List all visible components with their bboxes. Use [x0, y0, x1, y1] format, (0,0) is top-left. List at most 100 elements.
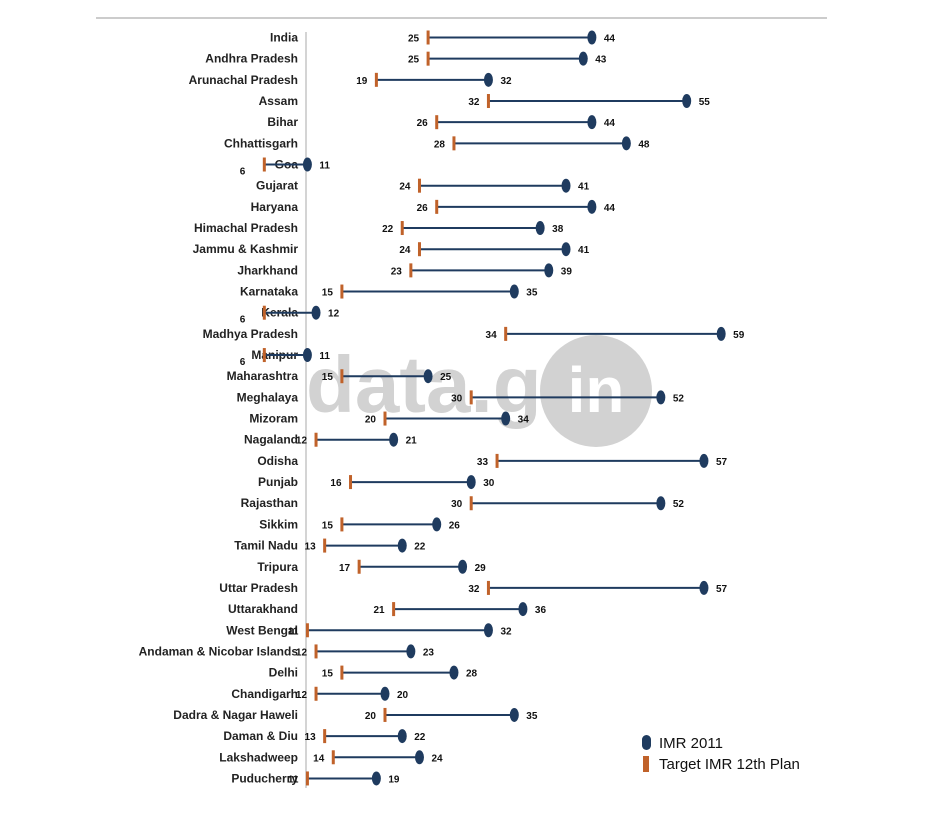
watermark-circle: [540, 335, 652, 447]
imr-2011-value-label: 44: [604, 118, 616, 129]
row-27: Uttarakhand 21 36: [228, 602, 546, 617]
state-label: Arunachal Pradesh: [189, 73, 298, 87]
target-value-label: 32: [468, 97, 480, 108]
imr-2011-marker: [397, 729, 407, 744]
target-marker: [262, 305, 266, 320]
state-label: Andhra Pradesh: [205, 52, 298, 66]
watermark-text-right: in: [568, 354, 625, 426]
imr-2011-marker: [414, 750, 424, 765]
imr-2011-marker: [699, 580, 709, 595]
target-marker: [435, 115, 439, 130]
imr-2011-value-label: 32: [500, 626, 512, 637]
target-marker: [323, 729, 327, 744]
state-label: Jammu & Kashmir: [193, 242, 299, 256]
row-26: Uttar Pradesh 32 57: [219, 580, 728, 595]
target-value-label: 11: [288, 774, 299, 785]
imr-2011-marker: [578, 51, 588, 66]
imr-2011-marker: [587, 30, 597, 45]
imr-2011-value-label: 35: [526, 711, 538, 722]
imr-2011-marker: [483, 623, 493, 638]
row-2: Arunachal Pradesh 19 32: [189, 72, 512, 87]
target-marker: [417, 242, 421, 257]
row-30: Delhi 15 28: [269, 665, 478, 680]
row-9: Himachal Pradesh 22 38: [194, 221, 564, 236]
imr-2011-marker: [587, 199, 597, 214]
target-value-label: 21: [373, 605, 385, 616]
target-value-label: 13: [305, 732, 317, 743]
imr-2011-marker: [311, 305, 321, 320]
imr-2011-marker: [561, 242, 571, 257]
imr-2011-marker: [656, 390, 666, 405]
imr-2011-value-label: 32: [500, 76, 512, 87]
row-11: Jharkhand 23 39: [237, 263, 572, 278]
watermark: data.gov. in: [306, 335, 652, 447]
row-22: Rajasthan 30 52: [241, 496, 684, 511]
state-label: Mizoram: [249, 412, 298, 426]
row-5: Chhattisgarh 28 48: [224, 136, 650, 151]
imr-2011-value-label: 44: [604, 34, 616, 45]
state-label: Andaman & Nicobar Islands: [139, 644, 299, 658]
state-label: Puducherry: [231, 771, 298, 785]
imr-2011-marker: [432, 517, 442, 532]
state-label: Punjab: [258, 475, 298, 489]
imr-2011-value-label: 11: [319, 161, 330, 172]
state-label: India: [270, 31, 298, 45]
state-label: Himachal Pradesh: [194, 221, 298, 235]
imr-2011-value-label: 57: [716, 457, 728, 468]
target-marker: [392, 602, 396, 617]
target-marker: [340, 517, 344, 532]
imr-2011-marker: [458, 559, 468, 574]
target-marker: [435, 199, 439, 214]
imr-2011-marker: [397, 538, 407, 553]
imr-2011-marker: [621, 136, 631, 151]
imr-2011-value-label: 41: [578, 182, 590, 193]
imr-2011-value-label: 34: [518, 415, 530, 426]
imr-2011-value-label: 44: [604, 203, 616, 214]
state-label: Bihar: [267, 115, 298, 129]
state-label: West Bengal: [226, 623, 298, 637]
state-label: Sikkim: [259, 517, 298, 531]
state-label: Gujarat: [256, 179, 298, 193]
row-32: Dadra & Nagar Haweli 20 35: [173, 707, 538, 722]
imr-2011-value-label: 22: [414, 542, 426, 553]
row-33: Daman & Diu 13 22: [223, 729, 426, 744]
imr-2011-marker: [380, 686, 390, 701]
target-marker: [486, 580, 490, 595]
target-marker: [426, 51, 430, 66]
imr-2011-value-label: 23: [423, 647, 435, 658]
row-3: Assam 32 55: [259, 94, 711, 109]
target-value-label: 12: [296, 436, 308, 447]
target-value-label: 6: [240, 167, 246, 178]
target-marker: [314, 644, 318, 659]
target-value-label: 13: [305, 542, 317, 553]
imr-2011-marker: [423, 369, 433, 384]
imr-2011-marker: [302, 348, 312, 363]
target-value-label: 24: [399, 245, 411, 256]
target-marker: [305, 771, 309, 786]
target-marker: [331, 750, 335, 765]
imr-2011-marker: [371, 771, 381, 786]
state-label: Uttar Pradesh: [219, 581, 298, 595]
imr-2011-value-label: 22: [414, 732, 426, 743]
state-label: Meghalaya: [237, 390, 299, 404]
imr-2011-marker: [561, 178, 571, 193]
rows-layer: India 25 44 Andhra Pradesh 25 43 Arunachal Pra…: [139, 30, 745, 786]
legend: IMR 2011 Target IMR 12th Plan: [642, 735, 800, 773]
target-marker: [340, 369, 344, 384]
row-24: Tamil Nadu 13 22: [234, 538, 426, 553]
imr-2011-marker: [389, 432, 399, 447]
row-12: Karnataka 15 35: [240, 284, 538, 299]
target-marker: [486, 94, 490, 109]
imr-2011-value-label: 55: [699, 97, 711, 108]
target-value-label: 34: [486, 330, 498, 341]
row-18: Mizoram 20 34: [249, 411, 530, 426]
row-1: Andhra Pradesh 25 43: [205, 51, 607, 66]
target-marker: [409, 263, 413, 278]
state-label: Rajasthan: [241, 496, 298, 510]
state-label: Tamil Nadu: [234, 539, 298, 553]
target-value-label: 17: [339, 563, 351, 574]
